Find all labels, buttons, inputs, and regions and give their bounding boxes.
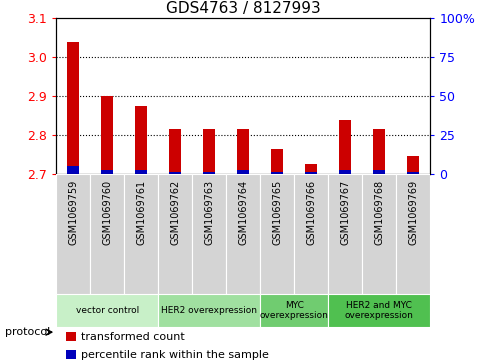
Text: HER2 overexpression: HER2 overexpression (161, 306, 257, 315)
Text: GSM1069764: GSM1069764 (238, 180, 248, 245)
Text: MYC
overexpression: MYC overexpression (259, 301, 328, 320)
Text: GSM1069769: GSM1069769 (407, 180, 417, 245)
Bar (169, 172, 181, 174)
Text: GSM1069763: GSM1069763 (204, 180, 214, 245)
Bar (158, 294, 260, 327)
Title: GDS4763 / 8127993: GDS4763 / 8127993 (165, 1, 320, 16)
Text: GSM1069767: GSM1069767 (340, 180, 349, 245)
Bar (407, 172, 418, 174)
Bar (305, 164, 317, 174)
Bar (294, 174, 327, 294)
Text: GSM1069765: GSM1069765 (272, 180, 282, 245)
Bar (362, 174, 395, 294)
Text: transformed count: transformed count (81, 332, 184, 342)
Bar (237, 170, 249, 174)
Bar (135, 106, 147, 174)
Text: GSM1069766: GSM1069766 (305, 180, 316, 245)
Bar (67, 166, 79, 174)
Bar (260, 294, 327, 327)
Bar (192, 174, 226, 294)
Bar (373, 129, 385, 174)
Bar (90, 174, 124, 294)
Bar (339, 170, 350, 174)
Text: GSM1069762: GSM1069762 (170, 180, 180, 245)
Text: protocol: protocol (5, 327, 50, 337)
Bar (135, 170, 147, 174)
Bar (271, 172, 283, 174)
Bar (169, 129, 181, 174)
Text: GSM1069759: GSM1069759 (68, 180, 78, 245)
Text: HER2 and MYC
overexpression: HER2 and MYC overexpression (344, 301, 413, 320)
Bar (327, 174, 362, 294)
Bar (305, 172, 317, 174)
Bar (339, 120, 350, 174)
Bar (101, 170, 113, 174)
Text: vector control: vector control (76, 306, 139, 315)
Bar (407, 155, 418, 174)
Text: percentile rank within the sample: percentile rank within the sample (81, 350, 268, 360)
Bar (66, 332, 76, 341)
Bar (67, 42, 79, 174)
Bar (158, 174, 192, 294)
Text: GSM1069768: GSM1069768 (373, 180, 384, 245)
Bar (373, 170, 385, 174)
Bar (124, 174, 158, 294)
Bar (237, 129, 249, 174)
Bar (226, 174, 260, 294)
Bar (56, 294, 158, 327)
Bar (395, 174, 429, 294)
Bar (66, 350, 76, 359)
Bar (101, 96, 113, 174)
Bar (203, 172, 215, 174)
Bar (203, 129, 215, 174)
Bar (327, 294, 429, 327)
Text: GSM1069761: GSM1069761 (136, 180, 146, 245)
Text: GSM1069760: GSM1069760 (102, 180, 112, 245)
Bar (271, 149, 283, 174)
Bar (56, 174, 90, 294)
Bar (260, 174, 294, 294)
